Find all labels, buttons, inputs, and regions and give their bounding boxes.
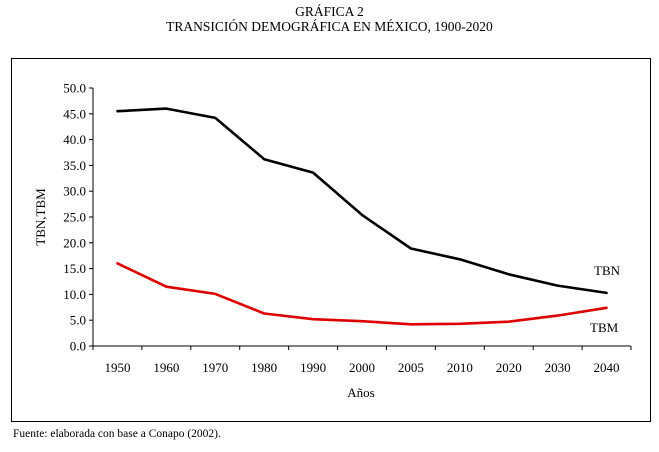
- y-tick-label: 25.0: [63, 210, 86, 225]
- data-point-tbm: [165, 285, 168, 288]
- source-note: Fuente: elaborada con base a Conapo (200…: [13, 428, 221, 440]
- data-point-tbm: [116, 262, 119, 265]
- data-point-tbm: [361, 320, 363, 323]
- data-point-tbm: [605, 307, 608, 309]
- x-tick-label: 2030: [545, 360, 571, 375]
- series-label-tbn: TBN: [594, 263, 621, 278]
- x-tick-label: 2005: [398, 360, 424, 375]
- y-tick-label: 30.0: [63, 184, 86, 199]
- y-tick-label: 0.0: [70, 339, 86, 354]
- data-point-tbn: [410, 247, 412, 250]
- data-point-tbn: [312, 171, 314, 174]
- data-point-tbn: [263, 158, 265, 161]
- x-tick-label: 1980: [251, 360, 277, 375]
- data-point-tbn: [116, 110, 119, 113]
- data-point-tbn: [556, 284, 559, 287]
- figure-label: GRÁFICA 2: [295, 4, 364, 19]
- y-axis-ticks: 0.0 5.0 10.0 15.0 20.0 25.0 30.0 35.0 40.0 45.0 50…: [63, 81, 93, 354]
- data-point-tbn: [214, 117, 217, 119]
- x-axis-label: Años: [347, 385, 374, 400]
- x-tick-label: 2040: [594, 360, 620, 375]
- y-tick-label: 45.0: [63, 106, 86, 121]
- x-tick-label: 2000: [349, 360, 375, 375]
- chart-frame: [11, 58, 651, 422]
- x-tick-label: 2020: [496, 360, 522, 375]
- data-point-tbm: [410, 323, 412, 326]
- data-point-tbm: [263, 312, 265, 315]
- data-point-tbm: [459, 323, 461, 325]
- data-point-tbm: [214, 293, 217, 295]
- x-tick-label: 1960: [153, 360, 179, 375]
- data-point-tbn: [165, 107, 168, 110]
- series-line-tbn: [116, 107, 608, 295]
- y-tick-label: 5.0: [70, 313, 86, 328]
- y-tick-label: 20.0: [63, 235, 86, 250]
- x-axis-ticks: 1950 1960 1970 1980 1990 2000 2005 2010 2020 2030…: [92, 346, 632, 375]
- series-group: [116, 107, 608, 326]
- data-point-tbn: [507, 273, 510, 276]
- figure-title: TRANSICIÓN DEMOGRÁFICA EN MÉXICO, 1900-2…: [166, 19, 493, 34]
- y-tick-label: 15.0: [63, 261, 86, 276]
- data-point-tbm: [312, 318, 314, 320]
- y-tick-label: 50.0: [63, 81, 86, 96]
- figure-title-block: GRÁFICA 2 TRANSICIÓN DEMOGRÁFICA EN MÉXI…: [0, 4, 659, 34]
- series-label-tbm: TBM: [590, 320, 619, 335]
- y-tick-label: 10.0: [63, 287, 86, 302]
- y-axis-label: TBN,TBM: [33, 188, 48, 246]
- data-point-tbm: [507, 320, 510, 323]
- series-line-tbm: [116, 262, 608, 326]
- data-point-tbn: [361, 214, 363, 216]
- x-tick-label: 1970: [202, 360, 228, 375]
- y-tick-label: 40.0: [63, 132, 86, 147]
- x-tick-label: 1990: [300, 360, 326, 375]
- y-tick-label: 35.0: [63, 158, 86, 173]
- data-point-tbm: [556, 314, 559, 317]
- data-point-tbn: [459, 258, 461, 261]
- x-tick-label: 2010: [447, 360, 473, 375]
- data-point-tbn: [605, 292, 608, 294]
- x-tick-label: 1950: [104, 360, 130, 375]
